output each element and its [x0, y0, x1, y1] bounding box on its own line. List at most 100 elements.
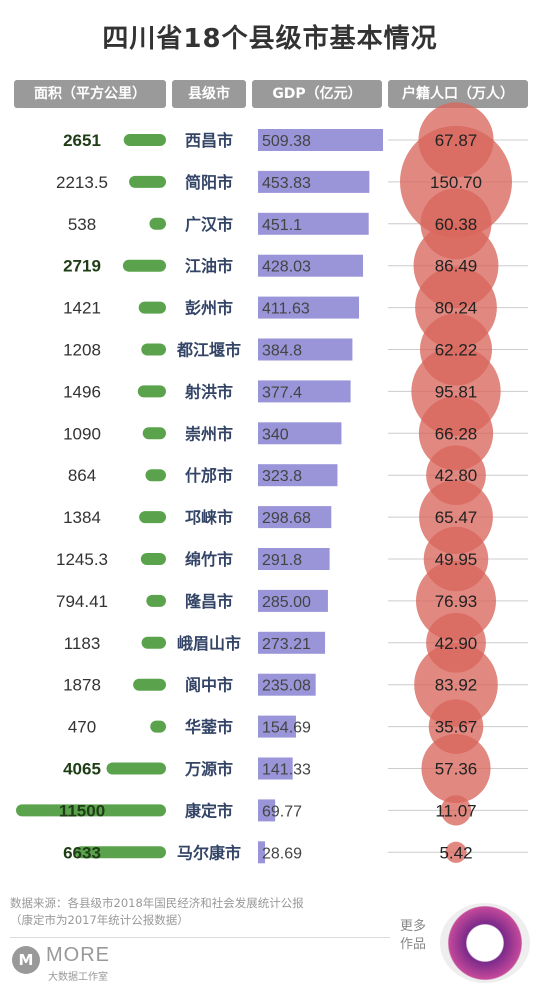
- area-value: 2213.5: [56, 173, 108, 192]
- gdp-value: 273.21: [262, 636, 311, 653]
- gdp-value: 377.4: [262, 384, 302, 401]
- area-bar: [16, 804, 166, 817]
- gdp-value: 411.63: [262, 301, 310, 318]
- gdp-value: 291.8: [262, 552, 302, 569]
- pop-value: 49.95: [435, 550, 478, 569]
- area-value: 1878: [63, 676, 101, 695]
- footer-divider: [10, 937, 390, 938]
- area-bar: [142, 427, 166, 440]
- gdp-value: 340: [262, 426, 289, 443]
- city-label: 西昌市: [185, 131, 233, 150]
- area-bar: [150, 720, 166, 733]
- pop-value: 60.38: [435, 215, 478, 234]
- more-works-label: 更多作品: [400, 919, 427, 952]
- city-label: 峨眉山市: [177, 634, 241, 653]
- city-label: 万源市: [184, 760, 233, 779]
- gdp-bar: [258, 129, 383, 151]
- area-bar: [133, 678, 166, 691]
- gdp-bar: [258, 254, 364, 277]
- header-area: 面积（平方公里）: [14, 80, 166, 108]
- area-bar: [138, 301, 166, 314]
- gdp-bar: [258, 380, 351, 403]
- pop-value: 65.47: [435, 508, 478, 527]
- logo-icon: M: [12, 946, 40, 974]
- area-bar: [106, 762, 166, 775]
- area-value: 1090: [63, 424, 101, 443]
- gdp-bar: [258, 673, 316, 696]
- gdp-value: 323.8: [262, 468, 302, 485]
- city-label: 都江堰市: [176, 341, 241, 360]
- pop-value: 150.70: [430, 173, 482, 192]
- area-value: 1208: [63, 341, 101, 360]
- pop-value: 67.87: [435, 131, 478, 150]
- area-value: 2651: [63, 131, 101, 150]
- logo-text: MORE: [46, 944, 110, 966]
- gdp-bar: [258, 589, 328, 612]
- pop-circle: [445, 841, 467, 863]
- pop-value: 83.92: [435, 676, 478, 695]
- pop-value: 57.36: [435, 760, 478, 779]
- logo-subtitle: 大数据工作室: [48, 972, 108, 983]
- area-value: 1384: [63, 508, 101, 527]
- pop-circle: [421, 733, 491, 804]
- area-value: 1496: [63, 382, 101, 401]
- area-value: 864: [68, 466, 96, 485]
- gdp-bar: [258, 799, 276, 822]
- area-value: 470: [68, 718, 96, 737]
- pop-value: 80.24: [435, 299, 478, 318]
- area-bar: [140, 553, 166, 565]
- gdp-bar: [258, 296, 360, 319]
- city-label: 射洪市: [184, 382, 233, 401]
- gdp-value: 298.68: [262, 510, 311, 527]
- qr-code[interactable]: [440, 903, 530, 983]
- city-label: 崇州市: [185, 424, 233, 443]
- data-table-chart: 2651 西昌市 509.38 67.87 2213.5 简阳市 453.83 150.70 5…: [16, 102, 528, 864]
- area-value: 794.41: [56, 592, 108, 611]
- pop-value: 62.22: [435, 341, 478, 360]
- gdp-value: 453.83: [262, 175, 311, 192]
- source-line-1: 数据来源：各县级市2018年国民经济和社会发展统计公报: [10, 896, 304, 910]
- gdp-value: 141.33: [262, 762, 311, 779]
- pop-value: 5.42: [439, 843, 472, 862]
- city-label: 邛崃市: [185, 508, 233, 527]
- header-city: 县级市: [172, 80, 246, 108]
- pop-circle: [440, 795, 472, 826]
- city-label: 彭州市: [185, 299, 233, 318]
- gdp-value: 285.00: [262, 594, 311, 611]
- pop-value: 86.49: [435, 257, 478, 276]
- brand-logo: M MORE 大数据工作室: [12, 944, 152, 984]
- gdp-bar: [258, 757, 293, 780]
- gdp-value: 28.69: [262, 845, 302, 862]
- area-value: 538: [68, 215, 96, 234]
- area-value: 11500: [59, 801, 105, 820]
- area-value: 6633: [63, 843, 101, 862]
- city-label: 隆昌市: [185, 592, 233, 611]
- gdp-bar: [258, 506, 332, 529]
- city-label: 简阳市: [185, 173, 233, 192]
- area-value: 1421: [63, 299, 101, 318]
- pop-value: 66.28: [435, 424, 478, 443]
- area-bar: [146, 594, 166, 607]
- city-label: 广汉市: [185, 215, 233, 234]
- pop-value: 11.07: [435, 801, 476, 820]
- gdp-value: 69.77: [262, 803, 302, 820]
- source-line-2: （康定市为2017年统计公报数据）: [10, 913, 189, 927]
- city-label: 华蓥市: [185, 718, 233, 737]
- gdp-bar: [258, 212, 369, 235]
- area-bar: [149, 217, 166, 230]
- gdp-value: 154.69: [262, 720, 311, 737]
- area-value: 1245.3: [56, 550, 108, 569]
- pop-value: 35.67: [435, 718, 478, 737]
- area-value: 1183: [64, 634, 101, 653]
- gdp-bar: [258, 841, 266, 864]
- gdp-value: 235.08: [262, 678, 311, 695]
- gdp-value: 509.38: [262, 133, 311, 150]
- gdp-bar: [258, 422, 342, 445]
- gdp-bar: [258, 715, 296, 738]
- area-bar: [141, 636, 166, 649]
- area-value: 4065: [63, 760, 101, 779]
- gdp-value: 428.03: [262, 259, 311, 276]
- gdp-bar: [258, 170, 370, 193]
- city-label: 绵竹市: [185, 550, 233, 569]
- gdp-value: 451.1: [262, 217, 302, 234]
